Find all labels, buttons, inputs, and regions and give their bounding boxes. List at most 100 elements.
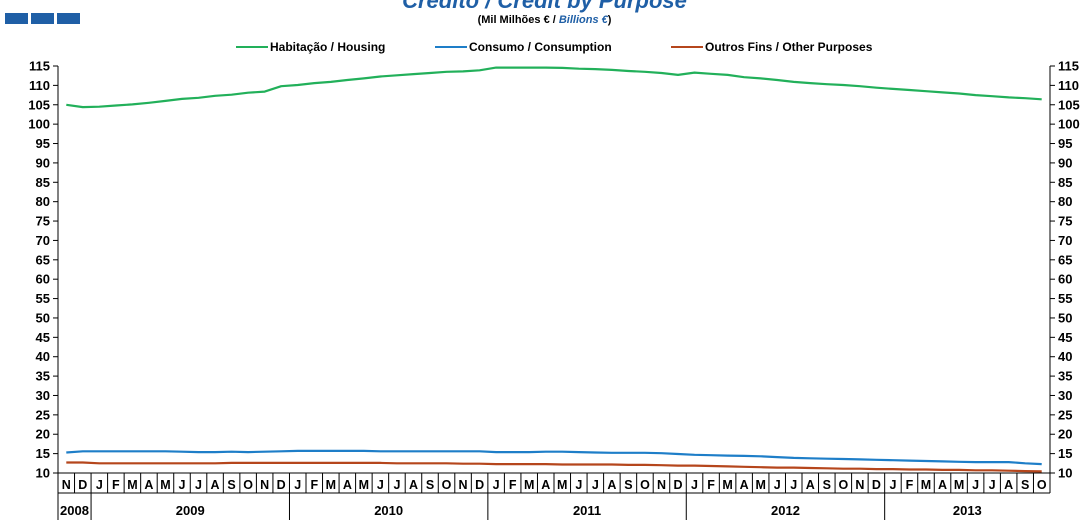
y-tick-label-left: 115 [29, 59, 50, 74]
y-tick-label-left: 70 [36, 233, 50, 248]
y-tick-label-right: 55 [1058, 291, 1072, 306]
month-label: A [806, 478, 815, 492]
month-label: F [906, 478, 914, 492]
month-label: A [409, 478, 418, 492]
year-label: 2010 [374, 503, 403, 518]
y-tick-label-left: 35 [36, 369, 50, 384]
month-label: M [160, 478, 170, 492]
month-label: D [872, 478, 881, 492]
month-label: J [575, 478, 582, 492]
month-label: M [524, 478, 534, 492]
y-tick-label-right: 115 [1058, 59, 1079, 74]
y-tick-label-left: 25 [36, 407, 50, 422]
month-label: J [989, 478, 996, 492]
y-tick-label-left: 40 [36, 349, 50, 364]
month-label: J [691, 478, 698, 492]
month-label: F [112, 478, 120, 492]
subtitle-en: Billions € [558, 14, 608, 26]
y-tick-label-right: 30 [1058, 388, 1072, 403]
y-tick-label-right: 40 [1058, 349, 1072, 364]
y-tick-label-right: 50 [1058, 310, 1072, 325]
month-label: A [541, 478, 550, 492]
month-label: S [426, 478, 434, 492]
y-tick-label-right: 80 [1058, 194, 1072, 209]
logo [5, 13, 80, 24]
month-label: M [557, 478, 567, 492]
chart-title: Crédito / Credit by Purpose [402, 0, 687, 13]
month-label: A [343, 478, 352, 492]
month-label: D [673, 478, 682, 492]
month-label: N [657, 478, 666, 492]
month-label: A [1004, 478, 1013, 492]
month-label: M [127, 478, 137, 492]
y-tick-label-left: 85 [36, 175, 50, 190]
month-label: J [790, 478, 797, 492]
year-label: 2008 [60, 503, 89, 518]
month-label: M [921, 478, 931, 492]
month-label: D [475, 478, 484, 492]
y-tick-label-left: 105 [28, 97, 50, 112]
series-line [66, 461, 1042, 473]
month-label: F [310, 478, 318, 492]
y-tick-label-left: 15 [36, 446, 50, 461]
month-label: M [326, 478, 336, 492]
month-label: N [855, 478, 864, 492]
logo-block [31, 13, 54, 24]
y-tick-label-right: 95 [1058, 136, 1072, 151]
logo-block [5, 13, 28, 24]
month-label: O [1037, 478, 1047, 492]
month-label: M [722, 478, 732, 492]
y-tick-label-right: 25 [1058, 407, 1072, 422]
year-label: 2009 [176, 503, 205, 518]
month-label: S [227, 478, 235, 492]
month-label: M [954, 478, 964, 492]
legend-label: Habitação / Housing [270, 40, 385, 54]
y-tick-label-left: 50 [36, 310, 50, 325]
month-label: A [740, 478, 749, 492]
month-label: M [755, 478, 765, 492]
month-label: D [78, 478, 87, 492]
month-label: O [640, 478, 650, 492]
y-tick-label-right: 90 [1058, 155, 1072, 170]
y-tick-label-left: 65 [36, 252, 50, 267]
y-tick-label-left: 110 [29, 78, 50, 93]
month-label: S [624, 478, 632, 492]
month-label: F [509, 478, 517, 492]
month-label: S [1021, 478, 1029, 492]
chart-subtitle: (Mil Milhões € / Billions €) [0, 14, 1089, 26]
month-label: J [377, 478, 384, 492]
y-tick-label-right: 85 [1058, 175, 1072, 190]
logo-block [57, 13, 80, 24]
y-tick-label-right: 65 [1058, 252, 1072, 267]
series-line [66, 66, 1042, 109]
month-label: J [493, 478, 500, 492]
month-label: A [607, 478, 616, 492]
month-label: J [889, 478, 896, 492]
y-tick-label-right: 35 [1058, 369, 1072, 384]
y-tick-label-right: 100 [1058, 117, 1080, 132]
y-tick-label-left: 75 [36, 214, 50, 229]
y-tick-label-left: 20 [36, 427, 50, 442]
y-tick-label-right: 15 [1058, 446, 1072, 461]
month-label: O [243, 478, 253, 492]
year-label: 2012 [771, 503, 800, 518]
legend-label: Consumo / Consumption [469, 40, 612, 54]
y-tick-label-right: 70 [1058, 233, 1072, 248]
year-label: 2013 [953, 503, 982, 518]
month-label: J [592, 478, 599, 492]
y-tick-label-right: 105 [1058, 97, 1080, 112]
y-tick-label-left: 45 [36, 330, 50, 345]
y-tick-label-right: 110 [1058, 78, 1079, 93]
y-tick-label-right: 75 [1058, 214, 1072, 229]
month-label: J [393, 478, 400, 492]
y-tick-label-left: 30 [36, 388, 50, 403]
year-label: 2011 [573, 503, 601, 518]
month-label: J [195, 478, 202, 492]
month-label: N [260, 478, 269, 492]
y-tick-label-left: 100 [28, 117, 50, 132]
y-tick-label-left: 60 [36, 272, 50, 287]
month-label: S [823, 478, 831, 492]
y-tick-label-right: 60 [1058, 272, 1072, 287]
y-tick-label-left: 10 [36, 466, 50, 481]
